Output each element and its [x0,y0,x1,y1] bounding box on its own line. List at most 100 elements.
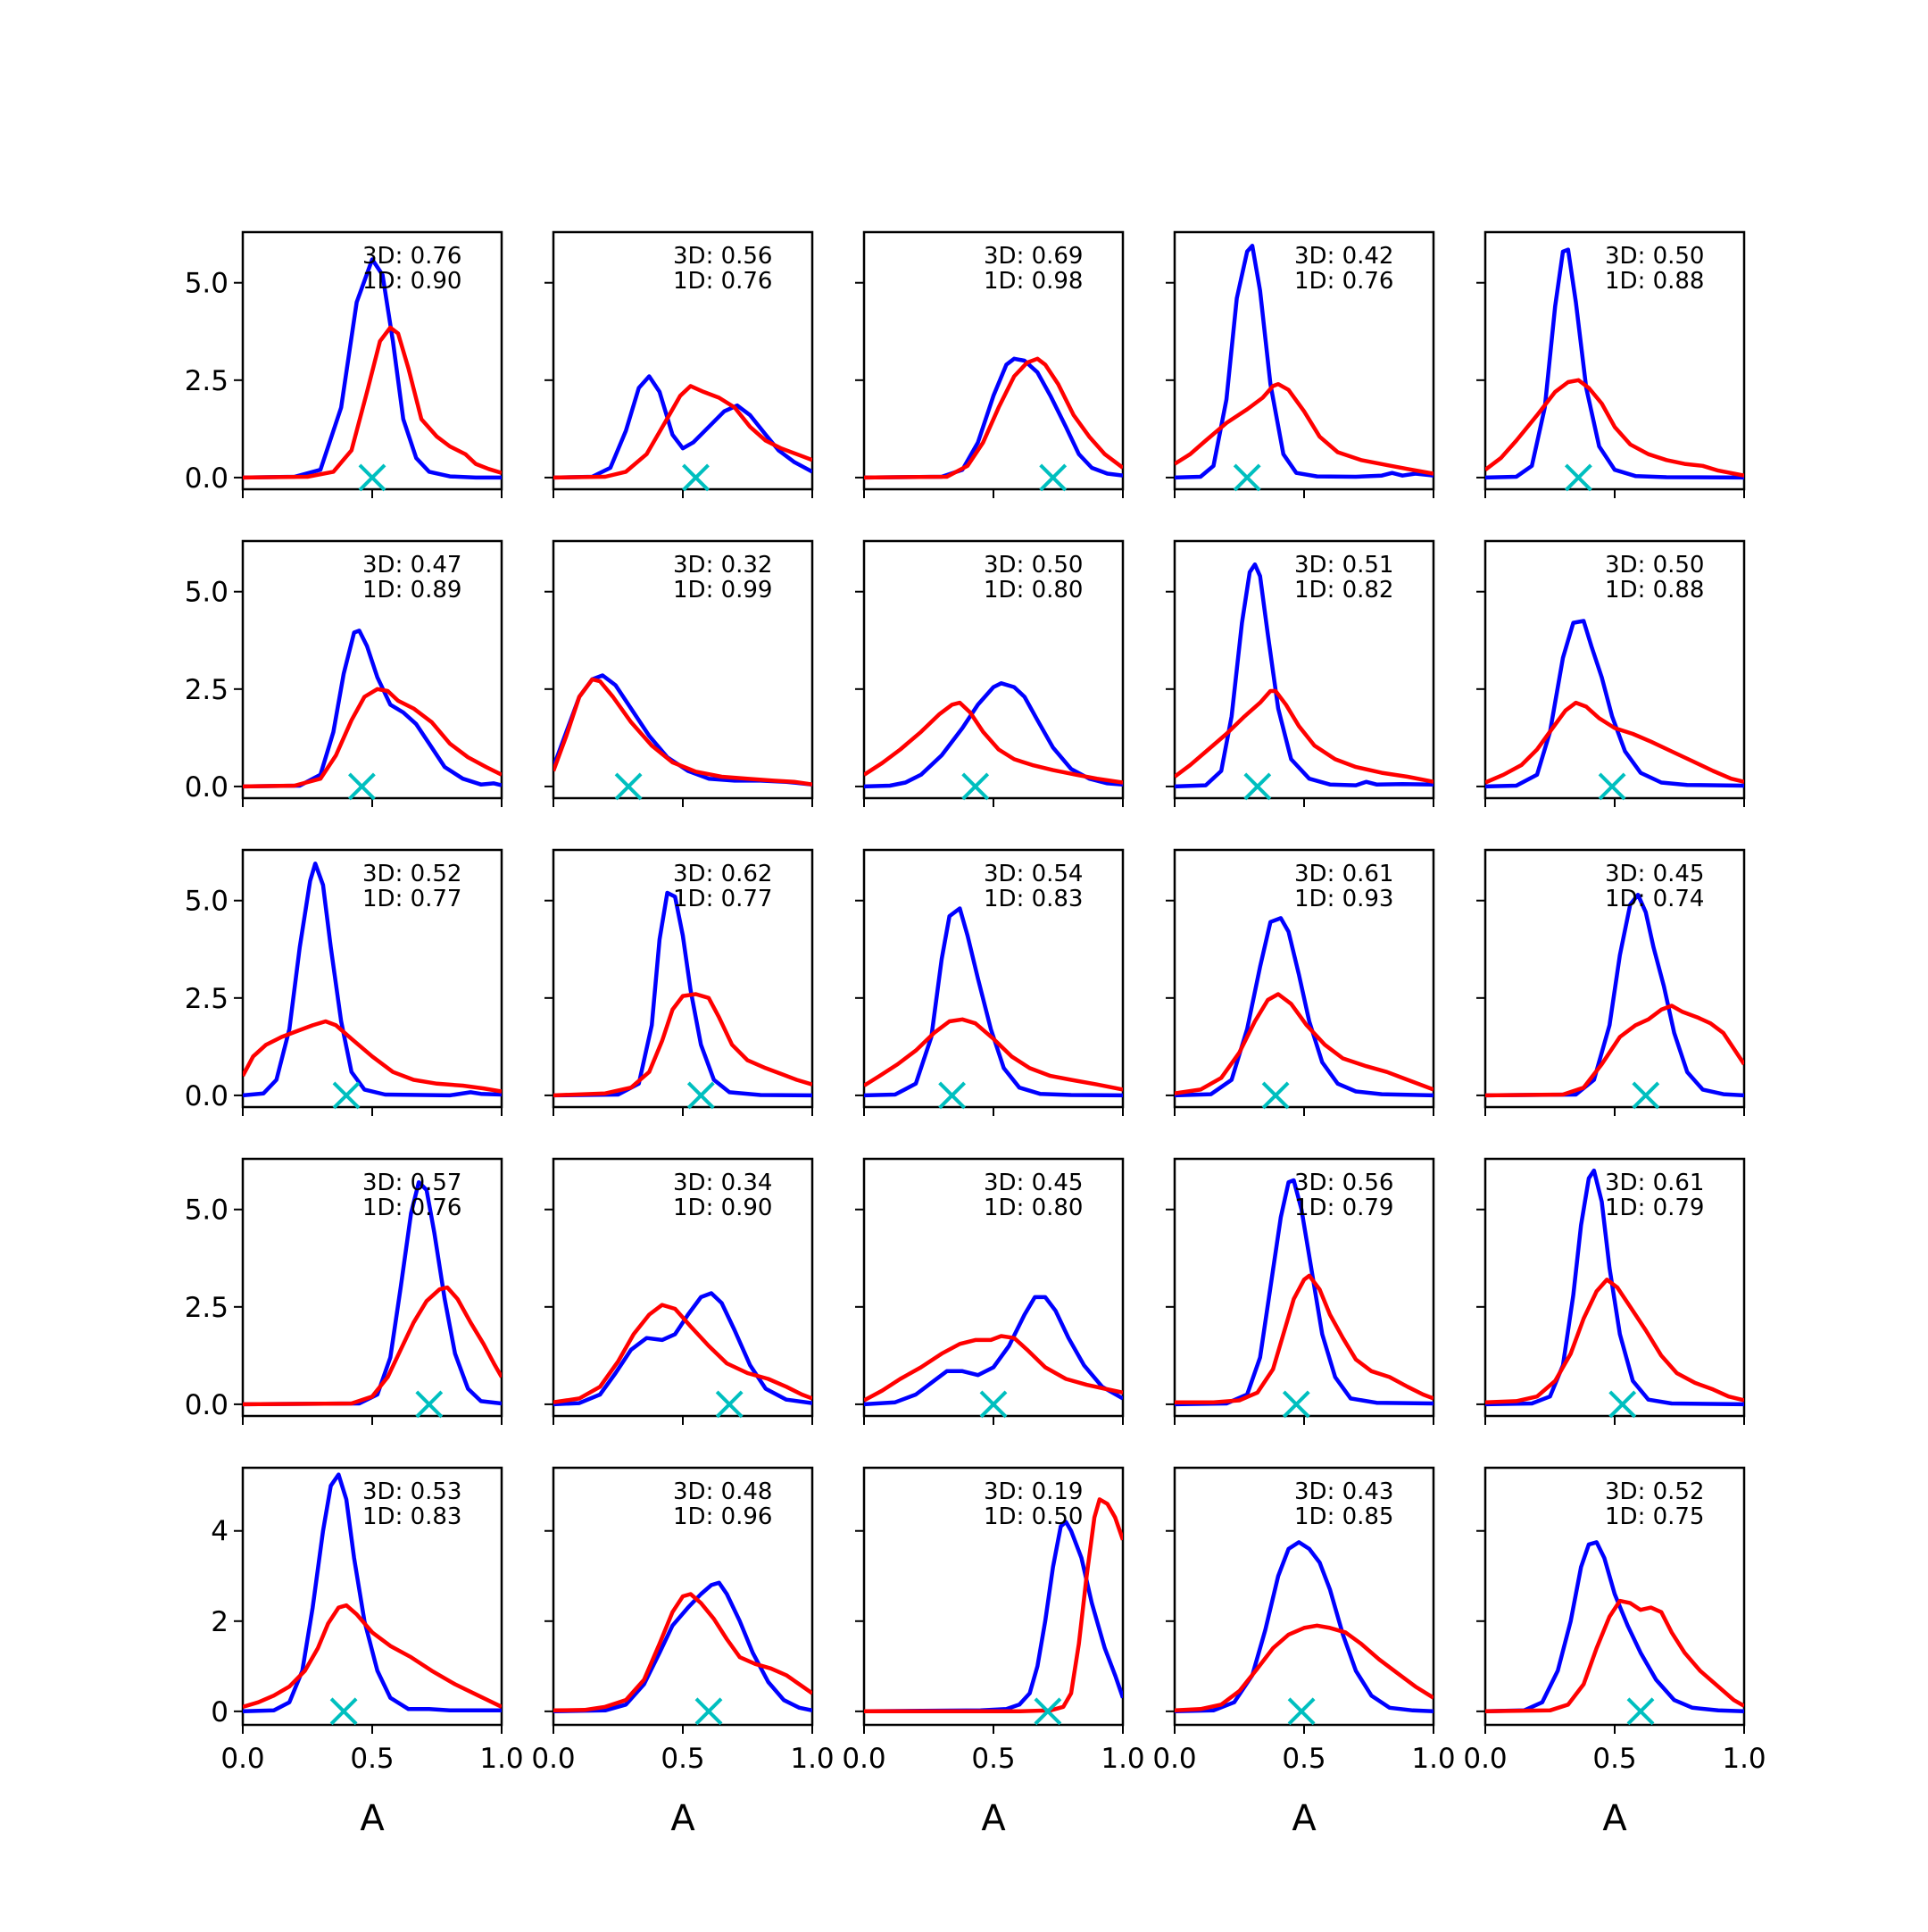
label-3d-r5c1: 3D: 0.53 [362,1478,461,1505]
series-3d-line-r5c1 [243,1472,502,1714]
y-tick-label: 5.0 [185,1195,229,1227]
label-1d-r5c2: 1D: 0.96 [673,1503,772,1530]
x-tick-label: 1.0 [1722,1743,1766,1775]
marker-r3c3 [938,1081,967,1110]
label-1d-r1c2: 1D: 0.76 [673,268,772,295]
series-1d-line-r2c3 [864,700,1123,785]
series-1d-line-r1c3 [864,356,1123,480]
label-3d-r1c3: 3D: 0.69 [984,243,1083,270]
label-3d-r4c5: 3D: 0.61 [1605,1170,1704,1196]
marker-r2c3 [961,772,990,801]
y-tick-label: 2.5 [185,983,229,1015]
series-3d-line-r4c3 [864,1295,1123,1407]
series-1d-line-r2c1 [243,687,502,789]
label-3d-r1c5: 3D: 0.50 [1605,243,1704,270]
series-3d-line-r5c3 [864,1520,1123,1714]
label-1d-r4c3: 1D: 0.80 [984,1195,1083,1221]
label-1d-r1c4: 1D: 0.76 [1294,268,1393,295]
x-tick-label: 0.0 [842,1743,885,1775]
label-1d-r2c3: 1D: 0.80 [984,577,1083,604]
label-3d-r4c4: 3D: 0.56 [1294,1170,1393,1196]
x-tick-label: 1.0 [790,1743,834,1775]
label-3d-r3c2: 3D: 0.62 [673,861,772,887]
label-1d-r4c4: 1D: 0.79 [1294,1195,1393,1221]
series-1d-line-r5c2 [553,1592,812,1713]
marker-r4c4 [1282,1390,1310,1419]
marker-r4c5 [1608,1390,1637,1419]
x-tick-label: 1.0 [1411,1743,1455,1775]
series-1d-line-r1c4 [1175,381,1434,476]
y-tick-label: 0 [211,1696,229,1728]
x-tick-label: 0.0 [1463,1743,1507,1775]
series-3d-line-r3c5 [1485,892,1744,1098]
series-1d-line-r5c1 [243,1603,502,1709]
label-3d-r4c3: 3D: 0.45 [984,1170,1083,1196]
marker-r1c5 [1564,463,1592,492]
x-tick-label: 1.0 [1101,1743,1144,1775]
y-tick-label: 5.0 [185,268,229,300]
label-1d-r4c2: 1D: 0.90 [673,1195,772,1221]
series-3d-line-r1c4 [1175,244,1434,480]
label-3d-r4c2: 3D: 0.34 [673,1170,772,1196]
marker-r4c3 [979,1390,1008,1419]
label-3d-r2c4: 3D: 0.51 [1294,552,1393,579]
x-tick-label: 1.0 [479,1743,523,1775]
series-1d-line-r3c1 [243,1019,502,1094]
label-3d-r2c3: 3D: 0.50 [984,552,1083,579]
label-1d-r1c5: 1D: 0.88 [1605,268,1704,295]
label-3d-r5c4: 3D: 0.43 [1294,1478,1393,1505]
series-1d-line-r2c5 [1485,700,1744,785]
x-tick-label: 0.5 [661,1743,704,1775]
series-3d-line-r3c1 [243,862,502,1098]
x-axis-label: A [1292,1798,1317,1839]
label-3d-r2c1: 3D: 0.47 [362,552,461,579]
y-tick-label: 0.0 [185,1080,229,1112]
series-3d-line-r4c2 [553,1291,812,1407]
marker-r5c5 [1626,1697,1655,1726]
marker-r2c5 [1598,772,1626,801]
label-3d-r5c5: 3D: 0.52 [1605,1478,1704,1505]
label-3d-r5c2: 3D: 0.48 [673,1478,772,1505]
x-tick-label: 0.0 [531,1743,575,1775]
series-3d-line-r5c2 [553,1580,812,1714]
label-1d-r5c3: 1D: 0.50 [984,1503,1083,1530]
label-1d-r3c5: 1D: 0.74 [1605,886,1704,912]
marker-r1c3 [1039,463,1068,492]
series-1d-line-r2c2 [553,677,812,787]
series-3d-line-r1c5 [1485,247,1744,480]
label-1d-r2c2: 1D: 0.99 [673,577,772,604]
marker-r3c1 [332,1081,361,1110]
series-1d-line-r3c2 [553,992,812,1098]
y-tick-label: 2.5 [185,365,229,397]
y-tick-label: 2 [211,1606,229,1638]
label-1d-r3c3: 1D: 0.83 [984,886,1083,912]
label-3d-r1c4: 3D: 0.42 [1294,243,1393,270]
x-tick-label: 0.5 [350,1743,394,1775]
marker-r1c4 [1233,463,1261,492]
series-3d-line-r4c5 [1485,1168,1744,1407]
label-3d-r4c1: 3D: 0.57 [362,1170,461,1196]
label-1d-r2c1: 1D: 0.89 [362,577,461,604]
label-3d-r3c5: 3D: 0.45 [1605,861,1704,887]
series-1d-line-r1c2 [553,384,812,480]
series-1d-line-r5c5 [1485,1598,1744,1714]
x-tick-label: 0.0 [220,1743,264,1775]
marker-r5c1 [329,1697,358,1726]
marker-r3c5 [1632,1081,1660,1110]
label-1d-r1c3: 1D: 0.98 [984,268,1083,295]
label-1d-r3c2: 1D: 0.77 [673,886,772,912]
label-3d-r3c1: 3D: 0.52 [362,861,461,887]
series-3d-line-r5c5 [1485,1540,1744,1714]
marker-r2c1 [347,772,376,801]
x-tick-label: 0.0 [1152,1743,1196,1775]
marker-r5c4 [1287,1697,1316,1726]
label-1d-r2c5: 1D: 0.88 [1605,577,1704,604]
label-1d-r5c4: 1D: 0.85 [1294,1503,1393,1530]
series-1d-line-r5c3 [864,1497,1123,1714]
series-3d-line-r3c3 [864,906,1123,1098]
marker-r3c2 [686,1081,715,1110]
y-tick-label: 0.0 [185,462,229,495]
series-1d-line-r5c4 [1175,1623,1434,1713]
series-3d-line-r1c1 [243,257,502,480]
y-tick-label: 0.0 [185,771,229,804]
